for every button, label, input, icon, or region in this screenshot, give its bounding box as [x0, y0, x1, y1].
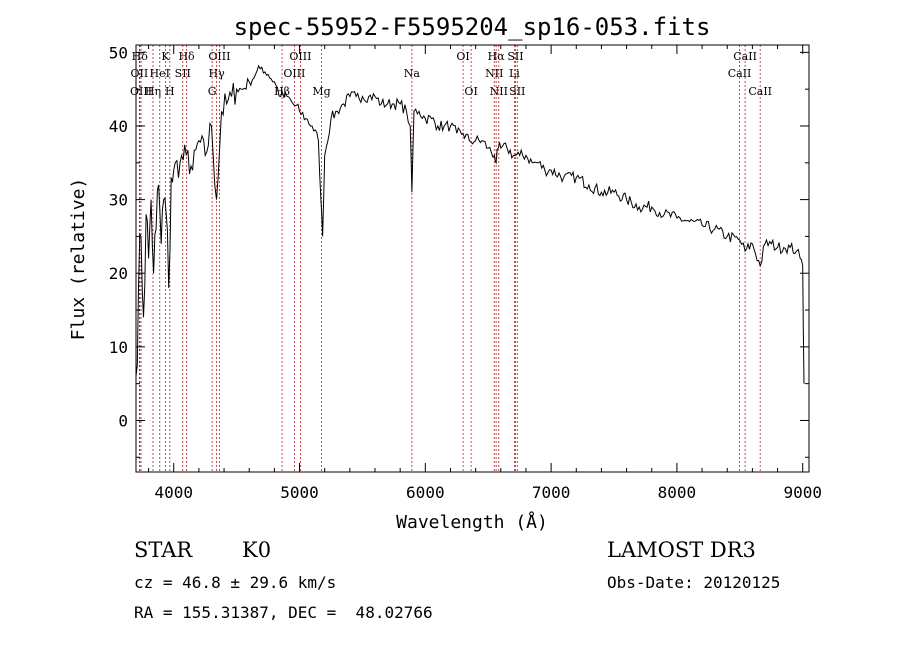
line-label-27: CaII — [748, 85, 772, 98]
line-label-20: NII — [485, 67, 503, 80]
coordinates: RA = 155.31387, DEC = 48.02766 — [134, 603, 433, 622]
line-label-16: Na — [404, 67, 421, 80]
spectrum-series-line — [135, 64, 805, 384]
line-label-23: Li — [509, 67, 520, 80]
line-label-12: OIII — [289, 50, 311, 63]
line-label-22: SII — [507, 50, 523, 63]
spectral-line-markers — [138, 45, 761, 472]
y-tick-label-1: 10 — [109, 338, 128, 357]
line-label-7: SII — [175, 67, 191, 80]
survey-name: LAMOST DR3 — [607, 538, 756, 562]
line-label-3: K — [161, 50, 170, 63]
redshift-info: cz = 46.8 ± 29.6 km/s — [134, 573, 337, 592]
line-label-26: CaII — [728, 67, 752, 80]
line-label-8: H — [165, 85, 175, 98]
line-label-10: Hγ — [209, 67, 226, 80]
line-label-25: CaII — [733, 50, 757, 63]
x-tick-label-0: 4000 — [154, 483, 193, 502]
x-tick-label-3: 7000 — [532, 483, 571, 502]
x-tick-label-4: 8000 — [658, 483, 697, 502]
line-label-19: Hα — [488, 50, 506, 63]
y-tick-label-3: 30 — [109, 191, 128, 210]
plot-frame — [135, 44, 810, 473]
class-type: STAR — [134, 538, 193, 562]
line-label-6: Hδ — [178, 50, 195, 63]
line-label-11: G — [208, 85, 217, 98]
line-label-18: OI — [464, 85, 477, 98]
subclass: K0 — [242, 538, 272, 562]
y-axis-label: Flux (relative) — [68, 178, 89, 341]
line-label-13: OIII — [283, 67, 305, 80]
y-tick-label-5: 50 — [109, 43, 128, 62]
line-label-4: HeI — [150, 67, 170, 80]
chart-title: spec-55952-F5595204_sp16-053.fits — [234, 13, 711, 41]
x-tick-label-2: 6000 — [406, 483, 445, 502]
line-label-21: NII — [490, 85, 508, 98]
y-axis-ticks: 0 10 20 30 40 50 — [109, 43, 809, 458]
line-label-17: OI — [456, 50, 469, 63]
x-axis-label: Wavelength (Å) — [396, 511, 548, 533]
x-tick-label-5: 9000 — [783, 483, 822, 502]
y-tick-label-0: 0 — [118, 411, 128, 430]
line-label-24: SII — [509, 85, 525, 98]
line-label-9: OIII — [208, 50, 230, 63]
observation-date: Obs-Date: 20120125 — [607, 573, 781, 592]
x-axis-ticks: 4000 5000 6000 7000 8000 9000 — [148, 45, 822, 502]
y-tick-label-4: 40 — [109, 117, 128, 136]
x-tick-label-1: 5000 — [280, 483, 319, 502]
line-label-15: Mg — [312, 85, 330, 98]
y-tick-label-2: 20 — [109, 264, 128, 283]
line-label-1: OII — [131, 67, 149, 80]
line-label-5: Hη — [145, 85, 161, 98]
